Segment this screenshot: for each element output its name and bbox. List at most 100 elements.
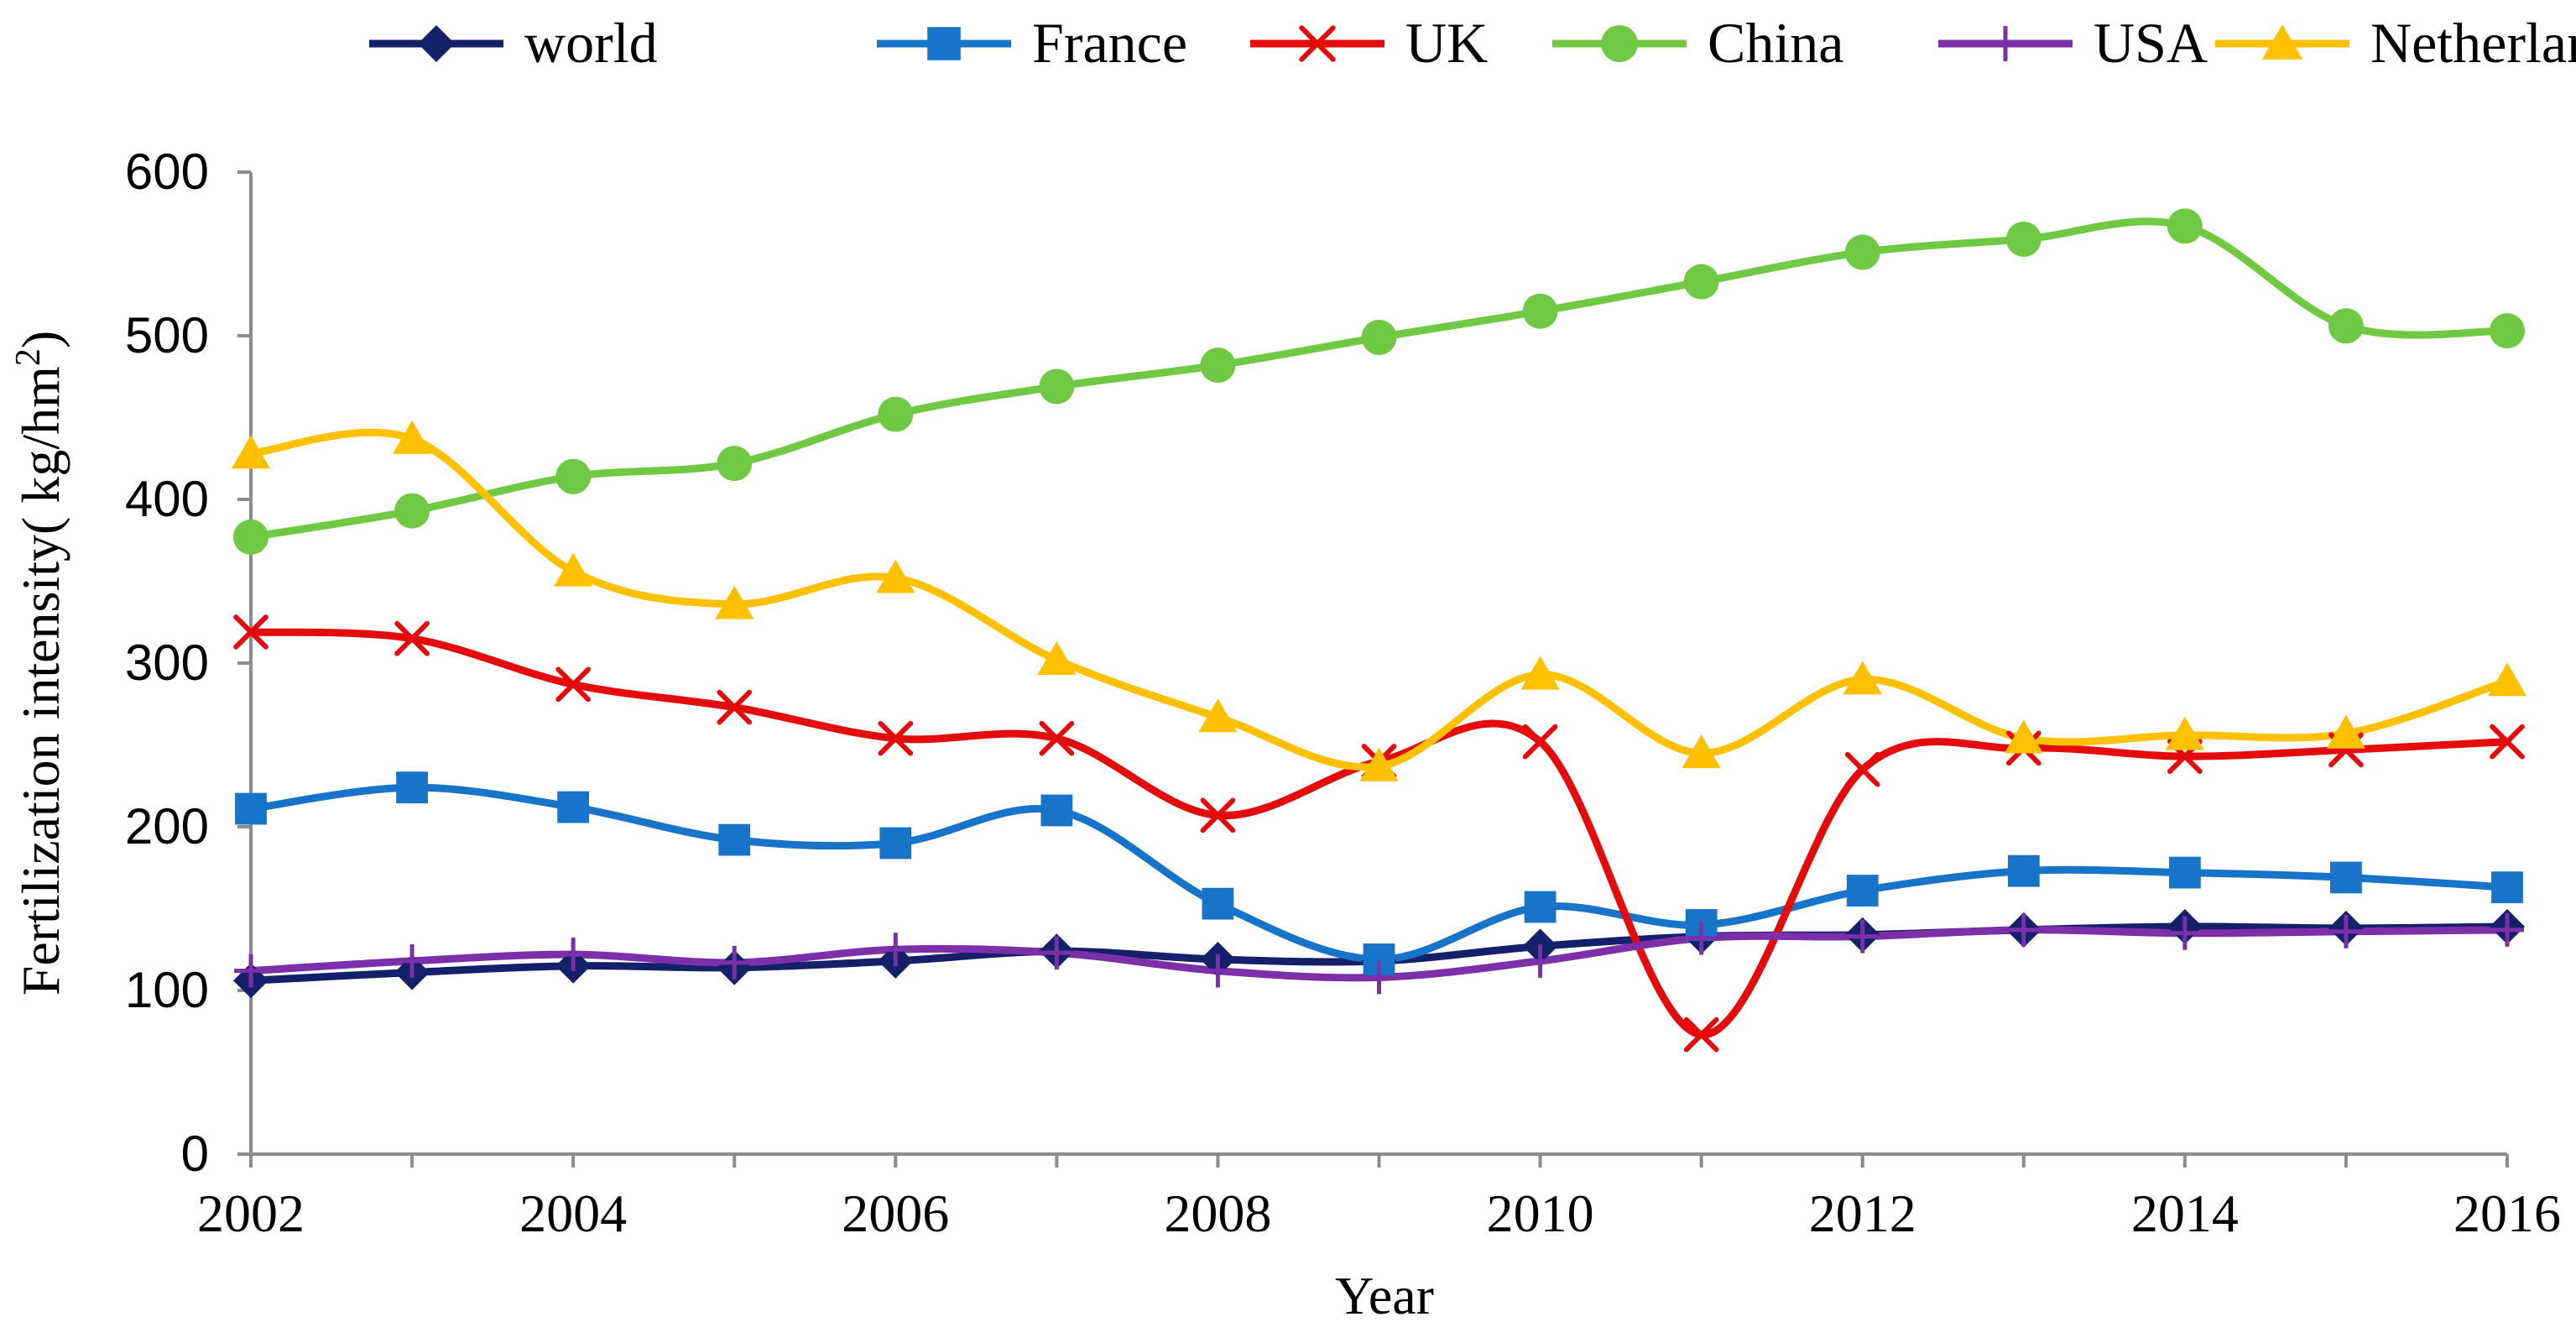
- data-point-netherlands: [1359, 747, 1399, 781]
- data-point-netherlands: [2004, 719, 2043, 754]
- data-point-china: [555, 458, 592, 494]
- legend-label-china: China: [1708, 11, 1843, 75]
- x-axis: 2002 2004 2006 2008 2010 2012 2014 2016: [197, 1152, 2561, 1243]
- data-point-usa: [879, 933, 913, 967]
- data-point-france: [557, 791, 590, 823]
- data-point-uk: [1039, 720, 1075, 756]
- data-point-netherlands: [2165, 716, 2204, 750]
- series-points-uk: [233, 614, 2525, 1053]
- data-point-france: [2491, 871, 2523, 904]
- y-axis-title: Fertilization intensity( kg/hm2): [9, 331, 70, 995]
- legend-item-uk: UK: [1250, 11, 1488, 75]
- data-point-france: [396, 771, 428, 804]
- data-point-usa: [2167, 916, 2202, 950]
- y-axis: 0 100 200 300 400 500 600: [125, 144, 253, 1182]
- data-point-uk: [717, 689, 753, 725]
- data-point-china: [1522, 293, 1558, 329]
- legend-label-usa: USA: [2094, 11, 2208, 75]
- legend-item-netherlands: Netherlands: [2215, 11, 2576, 75]
- data-point-usa: [1845, 919, 1880, 954]
- series-points-netherlands: [231, 420, 2527, 781]
- data-point-netherlands: [1520, 656, 1560, 690]
- data-point-usa: [2328, 914, 2363, 948]
- legend-marker-netherlands: [2261, 24, 2303, 60]
- y-axis-title-close: ): [11, 331, 70, 348]
- legend-label-world: world: [524, 11, 658, 75]
- legend-item-france: France: [877, 11, 1187, 75]
- data-point-usa: [556, 938, 591, 972]
- data-point-usa: [1684, 921, 1718, 955]
- y-tick-label: 300: [125, 635, 209, 691]
- legend-label-uk: UK: [1405, 11, 1488, 75]
- data-point-uk: [878, 720, 914, 756]
- x-tick-label: 2016: [2453, 1184, 2561, 1243]
- data-point-usa: [1362, 960, 1396, 995]
- data-point-usa: [1040, 936, 1074, 970]
- data-point-netherlands: [392, 420, 432, 454]
- x-tick-label: 2010: [1487, 1184, 1594, 1243]
- data-point-uk: [555, 666, 591, 703]
- y-axis-title-main: Fertilization intensity( kg/hm: [11, 366, 70, 995]
- legend-marker-uk: [1299, 25, 1336, 62]
- y-axis-title-sup: 2: [9, 348, 48, 366]
- y-tick-label: 0: [181, 1126, 209, 1182]
- data-point-netherlands: [554, 552, 593, 587]
- data-point-china: [2005, 221, 2042, 257]
- legend-marker-usa: [1988, 26, 2023, 61]
- data-point-china: [1361, 319, 1397, 355]
- series-points-usa: [234, 912, 2524, 995]
- data-point-usa: [1201, 954, 1235, 988]
- data-point-uk: [1522, 724, 1558, 760]
- data-point-china: [2167, 208, 2203, 244]
- legend-marker-france: [927, 27, 961, 60]
- data-point-china: [233, 519, 269, 555]
- data-point-china: [1683, 264, 1719, 300]
- data-point-netherlands: [1037, 641, 1077, 675]
- x-tick-label: 2006: [842, 1184, 949, 1243]
- data-point-usa: [2490, 912, 2524, 947]
- data-point-netherlands: [2487, 662, 2527, 697]
- data-point-usa: [234, 954, 268, 988]
- data-point-usa: [1523, 943, 1557, 978]
- legend-item-world: world: [369, 11, 658, 75]
- series-points-china: [233, 208, 2525, 555]
- data-point-uk: [1200, 797, 1236, 833]
- x-tick-label: 2012: [1809, 1184, 1916, 1243]
- y-tick-label: 100: [125, 962, 209, 1018]
- data-point-uk: [1683, 1016, 1719, 1053]
- legend-marker-china: [1601, 25, 1638, 62]
- legend-label-france: France: [1032, 11, 1187, 75]
- data-point-france: [879, 827, 912, 860]
- data-point-netherlands: [715, 585, 754, 619]
- data-point-france: [1524, 891, 1557, 923]
- data-point-usa: [395, 943, 430, 978]
- legend-label-netherlands: Netherlands: [2370, 11, 2576, 75]
- data-point-uk: [2490, 724, 2525, 760]
- y-tick-label: 500: [125, 307, 209, 363]
- legend-marker-world: [418, 25, 455, 62]
- y-tick-label: 400: [125, 471, 209, 527]
- data-point-netherlands: [1198, 698, 1238, 733]
- data-point-france: [2007, 854, 2040, 887]
- x-tick-label: 2002: [197, 1184, 305, 1243]
- data-point-france: [2330, 861, 2362, 894]
- y-tick-label: 200: [125, 798, 209, 854]
- legend: world France UK China USA Netherlands: [369, 11, 2576, 75]
- data-point-usa: [717, 945, 752, 980]
- data-point-netherlands: [231, 435, 271, 469]
- data-point-uk: [233, 614, 269, 650]
- x-tick-label: 2008: [1164, 1184, 1271, 1243]
- data-point-china: [717, 446, 753, 482]
- data-point-france: [718, 823, 751, 856]
- legend-item-china: China: [1552, 11, 1843, 75]
- data-point-france: [1202, 887, 1234, 920]
- x-axis-title: Year: [1335, 1266, 1434, 1322]
- x-tick-label: 2004: [519, 1184, 627, 1243]
- x-tick-label: 2014: [2131, 1184, 2239, 1243]
- data-point-france: [1846, 875, 1879, 907]
- data-point-netherlands: [876, 559, 915, 593]
- legend-item-usa: USA: [1938, 11, 2208, 75]
- data-point-china: [878, 396, 914, 432]
- data-point-uk: [394, 620, 430, 656]
